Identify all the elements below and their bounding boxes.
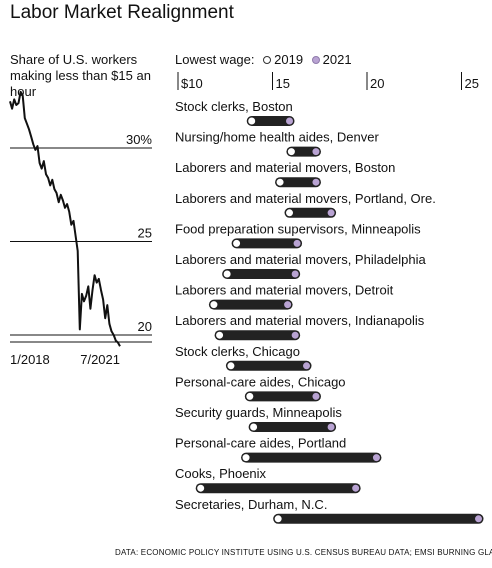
dumbbell-2021-point bbox=[292, 238, 302, 248]
legend-label: Lowest wage: bbox=[175, 52, 255, 67]
dumbbell-2021-point bbox=[290, 330, 300, 340]
legend-2021-label: 2021 bbox=[322, 52, 352, 67]
dumbbell-2021-point bbox=[283, 300, 293, 310]
dumbbell-x-tick-label: 15 bbox=[276, 76, 290, 91]
dumbbell-2021-point bbox=[351, 483, 361, 493]
dumbbell-row-label: Personal-care aides, Chicago bbox=[175, 374, 346, 389]
source-note: DATA: ECONOMIC POLICY INSTITUTE USING U.… bbox=[115, 548, 492, 557]
dumbbell-2019-point bbox=[222, 269, 232, 279]
line-chart-y-tick-label: 30% bbox=[126, 132, 152, 147]
dumbbell-2019-point bbox=[209, 300, 219, 310]
legend-2019-marker bbox=[263, 56, 272, 64]
dumbbell-row-label: Laborers and material movers, Portland, … bbox=[175, 191, 436, 206]
dumbbell-2021-point bbox=[311, 391, 321, 401]
dumbbell-2019-point bbox=[275, 177, 285, 187]
dumbbell-row-label: Stock clerks, Chicago bbox=[175, 344, 300, 359]
dumbbell-row-label: Nursing/home health aides, Denver bbox=[175, 130, 379, 145]
dumbbell-2019-point bbox=[247, 116, 257, 126]
chart-title: Labor Market Realignment bbox=[10, 2, 234, 23]
legend-2021-marker bbox=[311, 56, 320, 64]
dumbbell-2019-point bbox=[215, 330, 225, 340]
dumbbell-row-label: Food preparation supervisors, Minneapoli… bbox=[175, 221, 421, 236]
dumbbell-x-tick-label: 25 bbox=[465, 76, 479, 91]
dumbbell-2021-point bbox=[302, 361, 312, 371]
dumbbell-2019-point bbox=[196, 483, 206, 493]
dumbbell-2019-point bbox=[285, 208, 295, 218]
dumbbell-row-label: Laborers and material movers, Detroit bbox=[175, 283, 394, 298]
dumbbell-row-label: Stock clerks, Boston bbox=[175, 99, 293, 114]
dumbbell-row-label: Laborers and material movers, Philadelph… bbox=[175, 252, 427, 267]
dumbbell-2021-point bbox=[371, 453, 381, 463]
dumbbell-row-label: Personal-care aides, Portland bbox=[175, 436, 346, 451]
dumbbell-row-label: Laborers and material movers, Indianapol… bbox=[175, 313, 425, 328]
dumbbell-2021-point bbox=[326, 422, 336, 432]
dumbbell-2021-point bbox=[326, 208, 336, 218]
line-chart-y-tick-label: 25 bbox=[138, 226, 152, 241]
dumbbell-row-label: Cooks, Phoenix bbox=[175, 466, 267, 481]
dumbbell-2021-point bbox=[311, 177, 321, 187]
dumbbell-row-label: Secretaries, Durham, N.C. bbox=[175, 497, 327, 512]
dumbbell-2019-point bbox=[232, 238, 242, 248]
dumbbell-2019-point bbox=[226, 361, 236, 371]
dumbbell-2021-point bbox=[285, 116, 295, 126]
dumbbell-row-label: Security guards, Minneapolis bbox=[175, 405, 342, 420]
dumbbell-x-tick-label: $10 bbox=[181, 76, 203, 91]
dumbbell-x-tick-label: 20 bbox=[370, 76, 384, 91]
line-chart-series bbox=[9, 90, 121, 347]
line-chart-title: Share of U.S. workers making less than $… bbox=[10, 52, 151, 99]
dumbbell-2019-point bbox=[245, 391, 255, 401]
dumbbell-2019-point bbox=[273, 514, 283, 524]
line-chart-x-tick-label: 1/2018 bbox=[10, 352, 50, 367]
legend: Lowest wage: 2019 2021 bbox=[175, 52, 352, 67]
dumbbell-2021-point bbox=[474, 514, 484, 524]
dumbbell-2019-point bbox=[286, 147, 296, 157]
dumbbell-2021-point bbox=[311, 147, 321, 157]
dumbbell-2021-point bbox=[290, 269, 300, 279]
line-chart-x-tick-label: 7/2021 bbox=[80, 352, 120, 367]
dumbbell-2019-point bbox=[241, 453, 251, 463]
legend-2019-label: 2019 bbox=[274, 52, 304, 67]
dumbbell-2019-point bbox=[249, 422, 259, 432]
line-chart-y-tick-label: 20 bbox=[138, 319, 152, 334]
dumbbell-row-label: Laborers and material movers, Boston bbox=[175, 160, 395, 175]
